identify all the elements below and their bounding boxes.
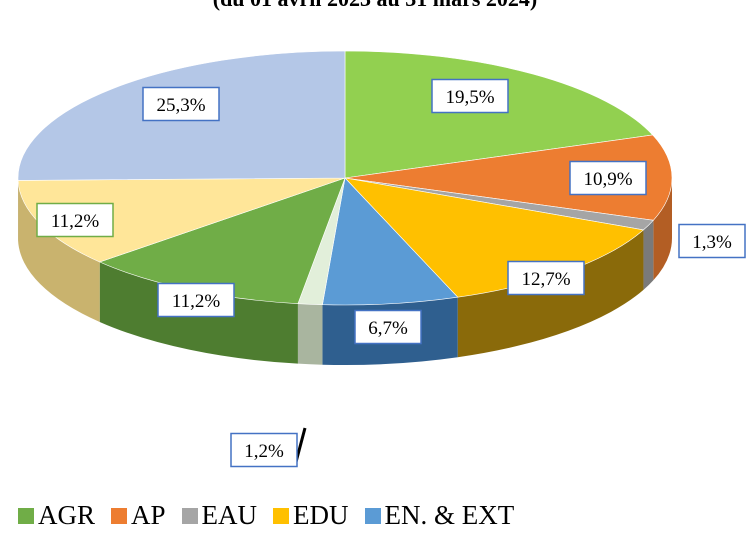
legend-swatch-en-ext bbox=[364, 507, 381, 524]
data-label-3: 12,7% bbox=[521, 269, 570, 290]
pie-slice-0 bbox=[344, 50, 654, 179]
data-label-box-4 bbox=[354, 309, 422, 345]
pie-slice-1 bbox=[344, 134, 673, 221]
pie-side-5 bbox=[297, 303, 323, 365]
data-label-box-7 bbox=[36, 202, 114, 238]
legend-label-eau: EAU bbox=[201, 500, 258, 530]
pie-slice-4 bbox=[322, 177, 459, 306]
data-label-0: 19,5% bbox=[445, 87, 494, 108]
data-label-4: 6,7% bbox=[368, 318, 408, 339]
data-label-1: 10,9% bbox=[583, 169, 632, 190]
data-label-2: 1,3% bbox=[692, 232, 732, 253]
legend-label-en-ext: EN. & EXT bbox=[384, 500, 515, 530]
legend-swatch-edu bbox=[273, 507, 290, 524]
pie-side-2 bbox=[643, 220, 654, 290]
legend-item-en-ext: EN. & EXT bbox=[364, 500, 515, 531]
legend-item-eau: EAU bbox=[181, 500, 258, 531]
legend-item-edu: EDU bbox=[273, 500, 349, 531]
legend-item-agr: AGR bbox=[18, 500, 95, 531]
data-label-8: 25,3% bbox=[156, 95, 205, 116]
legend-swatch-ap bbox=[111, 507, 128, 524]
data-label-5: 1,2% bbox=[244, 441, 284, 462]
pie-side-7 bbox=[18, 180, 100, 322]
data-label-box-6 bbox=[157, 282, 235, 318]
data-label-box-0 bbox=[431, 78, 509, 114]
pie-labels: 19,5% 10,9% 1,3% 12,7% 6,7% 1,2% 11,2% 11,2% 25,… bbox=[36, 78, 746, 468]
data-label-box-5 bbox=[230, 432, 298, 468]
data-label-7: 11,2% bbox=[51, 211, 100, 232]
data-label-box-3 bbox=[507, 260, 585, 296]
data-label-box-1 bbox=[569, 160, 647, 196]
legend-label-agr: AGR bbox=[38, 500, 96, 530]
pie-chart: 19,5% 10,9% 1,3% 12,7% 6,7% 1,2% 11,2% 11,2% 25,… bbox=[17, 50, 746, 468]
legend-item-ap: AP bbox=[111, 500, 166, 531]
legend: AGR AP EAU EDU EN. & EXT bbox=[18, 500, 530, 531]
data-label-box-8 bbox=[142, 86, 220, 122]
legend-label-ap: AP bbox=[131, 500, 166, 530]
data-label-6: 11,2% bbox=[172, 291, 221, 312]
pie-side-1 bbox=[653, 178, 672, 281]
legend-swatch-eau bbox=[181, 507, 198, 524]
data-label-box-2 bbox=[678, 223, 746, 259]
legend-swatch-agr bbox=[18, 507, 34, 524]
chart-title: (du 01 avril 2023 au 31 mars 2024) bbox=[0, 0, 750, 12]
legend-label-edu: EDU bbox=[293, 500, 349, 530]
